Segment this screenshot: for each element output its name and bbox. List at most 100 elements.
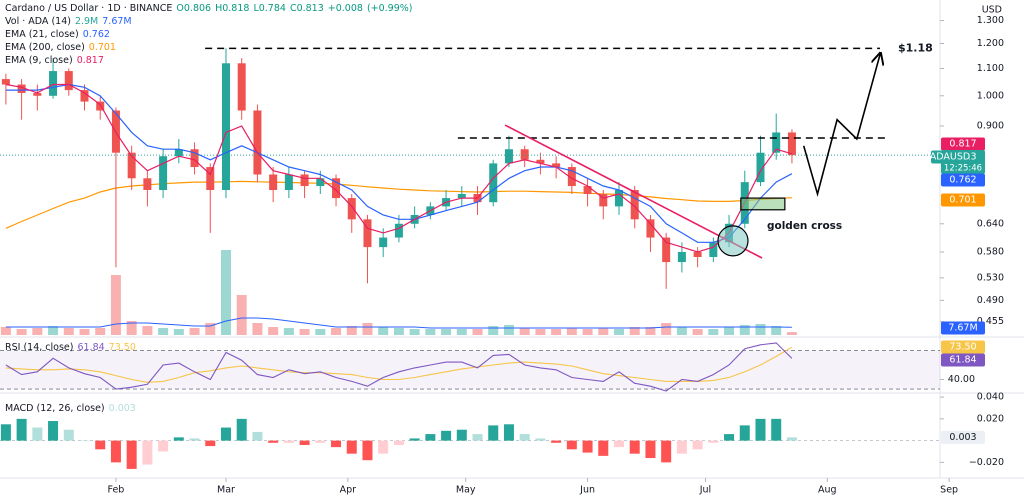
y-tick-label: 0.900 [977,121,1004,132]
candle-body [237,63,246,111]
volume-bar [739,325,750,335]
candle-body [646,219,655,238]
macd-histogram-bar [614,440,625,448]
header-legend-part: Cardano / US Dollar · 1D · BINANCE [5,3,172,14]
volume-bar [441,329,452,335]
volume-ma-badge-bg [941,321,985,335]
candle-body [583,186,592,195]
candle-body [709,242,718,258]
macd-histogram-bar [63,429,74,441]
candle-body [174,149,183,157]
panes: 1.300 1.200 1.100 1.000 0.900 0.640 0.580 0.530… [0,15,1004,496]
ema200-badge: 0.701 [949,195,976,206]
candle-body [489,163,498,203]
candle-body [457,194,466,199]
macd-histogram-bar [16,418,27,441]
macd-tick-label: −0.020 [969,457,1004,468]
candle-body [599,194,608,207]
volume-bar [252,323,263,335]
volume-bar [79,329,90,335]
rsi-band [0,350,940,390]
candle-body [379,237,388,248]
y-tick-label: 0.490 [977,295,1004,306]
macd-tick-label: 0.020 [977,413,1004,424]
ema-line [5,83,793,253]
candle-body [363,219,372,248]
ema-legend-part: 0.701 [89,42,116,53]
macd-histogram-bar [378,440,389,454]
candle-body [332,178,341,199]
macd-histogram-bar [0,424,11,441]
macd-histogram-bar [708,440,719,443]
currency-label: USD [982,5,1002,16]
volume-bar [488,326,499,335]
candle-body [552,163,561,168]
rsi-ma-badge-bg [941,340,985,354]
volume-bar [362,323,373,335]
candle-body [96,101,105,111]
candle-body [284,174,293,191]
volume-bar [598,328,609,335]
ema21-badge-bg [941,173,985,187]
macd-legend: MACD (12, 26, close) 0.003 [5,403,136,414]
macd-histogram-bar [724,434,735,441]
volume-bar [708,329,719,335]
volume-bar [393,328,404,335]
volume-bar [378,327,389,335]
candle-body [253,110,262,175]
candle-body [221,63,230,191]
candle-body [300,174,309,187]
volume-bar [409,329,420,335]
volume-bar [346,326,357,335]
macd-histogram-bar [346,440,357,454]
x-tick-label: Apr [340,485,357,496]
candle-body [504,149,513,164]
candle-body [49,71,58,96]
x-tick-label: May [456,485,476,496]
macd-histogram-bar [283,440,294,443]
golden-cross-marker [717,225,749,257]
volume-bar [110,275,121,335]
macd-histogram-bar [551,440,562,443]
candle-body [206,167,215,191]
volume-bar [629,327,640,335]
x-tick-label: Aug [818,485,837,496]
macd-histogram-bar [535,438,546,441]
candle-body [567,167,576,187]
macd-histogram-bar [173,437,184,441]
candle-body [127,152,136,179]
macd-histogram-bar [126,440,137,469]
macd-histogram-bar [95,440,106,450]
macd-histogram-bar [739,425,750,441]
volume-bar [315,329,326,335]
volume-bar [32,328,43,335]
volume-bar [220,250,231,335]
y-tick-label: 1.300 [977,15,1004,26]
ema-legend: EMA (200, close) 0.701 [5,42,116,53]
ema9-badge: 0.817 [949,139,976,150]
volume-bar [158,328,169,335]
volume-bar [692,329,703,335]
macd-histogram-bar [393,440,404,445]
candle-body [787,132,796,156]
consolidation-box [740,197,786,211]
volume-bar [503,325,514,335]
macd-histogram-bar [692,440,703,450]
candle-body [772,132,781,153]
header-legend: Cardano / US Dollar · 1D · BINANCE O0.806… [5,3,413,14]
rsi-ma-line [5,346,793,383]
candle-body [190,149,199,168]
y-tick-label: 1.200 [977,38,1004,49]
rsi-badge: 61.84 [949,355,976,366]
rsi-line [5,342,793,392]
ema200-badge-bg [941,193,985,207]
y-tick-label: 0.455 [977,316,1004,327]
macd-histogram-bar [755,418,766,441]
macd-histogram-bar [236,418,247,441]
ema-legend: EMA (9, close) 0.817 [5,55,104,66]
candle-body [316,178,325,187]
macd-histogram-bar [425,434,436,441]
macd-histogram-bar [488,425,499,441]
volume-bar [771,326,782,335]
